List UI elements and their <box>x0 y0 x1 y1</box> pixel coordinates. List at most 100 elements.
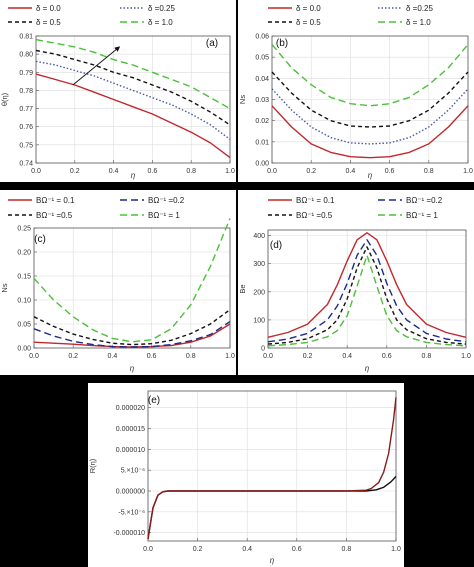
chart-c-xlabel: η <box>130 364 135 373</box>
x-tick-label: 0.6 <box>147 353 157 360</box>
chart-d-series-0-line <box>267 232 467 338</box>
y-tick-label: 0.15 <box>17 274 31 281</box>
y-tick-label: 300 <box>253 261 265 268</box>
legend-label-1: δ =0.25 <box>406 4 433 13</box>
x-tick-label: 0.2 <box>303 353 313 360</box>
x-tick-label: 0.0 <box>263 353 273 360</box>
chart-c-panel-label: (c) <box>34 234 46 245</box>
y-tick-label: 5.×10⁻⁶ <box>121 468 145 475</box>
chart-e-grid <box>147 391 397 541</box>
y-tick-label: 0.04 <box>255 76 269 83</box>
chart-c-series-2-line <box>33 309 231 346</box>
y-tick-label: 0.77 <box>19 106 33 113</box>
y-tick-label: 0.75 <box>19 142 33 149</box>
chart-b-ylabel: Ns <box>238 95 247 104</box>
chart-c-legend: BΩ⁻¹ = 0.1 BΩ⁻¹ =0.2 BΩ⁻¹ =0.5 BΩ⁻¹ = 1 <box>8 196 185 220</box>
chart-b-series-3-line <box>271 44 469 107</box>
legend-label-1: BΩ⁻¹ =0.2 <box>406 196 443 205</box>
legend-label-1: δ =0.25 <box>148 4 175 13</box>
chart-b-svg: 0.0 0.2 0.4 0.6 0.8 1.0 0.00 0.01 0.02 0.03 0.04 0.… <box>238 4 473 180</box>
chart-d-legend: BΩ⁻¹ = 0.1 BΩ⁻¹ =0.2 BΩ⁻¹ =0.5 BΩ⁻¹ = 1 <box>268 196 443 220</box>
y-tick-label: 400 <box>253 233 265 240</box>
chart-c-series-3-line <box>33 218 231 343</box>
y-tick-label: 0.79 <box>19 70 33 77</box>
x-tick-label: 1.0 <box>463 168 473 175</box>
chart-b-panel-label: (b) <box>276 38 288 49</box>
y-tick-label: 0.05 <box>17 322 31 329</box>
y-tick-label: 0.03 <box>255 97 269 104</box>
x-tick-label: 0.0 <box>29 353 39 360</box>
chart-a-frame <box>35 35 231 164</box>
x-tick-label: 0.0 <box>31 168 41 175</box>
chart-e-xlabel: η <box>270 556 275 565</box>
y-tick-label: -5.×10⁻⁶ <box>118 509 145 516</box>
x-tick-label: 0.2 <box>193 546 203 553</box>
chart-a-panel-label: (a) <box>206 38 218 49</box>
y-tick-label: 0.76 <box>19 124 33 131</box>
x-tick-label: 0.2 <box>306 168 316 175</box>
x-tick-label: 0.6 <box>382 353 392 360</box>
x-tick-label: 0.8 <box>342 546 352 553</box>
legend-label-0: δ = 0.0 <box>36 4 61 13</box>
chart-d-panel-label: (d) <box>270 240 282 251</box>
panel-d: 0.0 0.2 0.4 0.6 0.8 1.0 0 100 200 300 400 η Be BΩ⁻¹ =… <box>238 190 474 375</box>
legend-label-3: BΩ⁻¹ = 1 <box>406 211 438 220</box>
chart-e-series-0-line <box>147 475 397 540</box>
chart-a-ylabel: θ(η) <box>0 92 9 106</box>
y-tick-label: 0.000010 <box>116 447 145 454</box>
chart-a-svg: 0.0 0.2 0.4 0.6 0.8 1.0 0.74 0.75 0.76 0.77 0.78 0.… <box>0 4 235 180</box>
y-tick-label: 0.000000 <box>116 489 145 496</box>
y-tick-label: 0.20 <box>17 250 31 257</box>
x-tick-label: 0.2 <box>70 168 80 175</box>
y-tick-label: 0.74 <box>19 161 33 168</box>
chart-e-svg: 0.0 0.2 0.4 0.6 0.8 1.0 -0.000010 -5.×10⁻⁶ 0.000… <box>88 390 401 565</box>
chart-c-svg: 0.0 0.2 0.4 0.6 0.8 1.0 0.00 0.05 0.10 0.15 0.20 0.… <box>0 196 235 373</box>
chart-a-series-3-line <box>35 38 231 110</box>
panel-c: 0.0 0.2 0.4 0.6 0.8 1.0 0.00 0.05 0.10 0.15 0.20 0.… <box>0 190 236 375</box>
chart-e-ylabel: R(η) <box>88 458 97 473</box>
y-tick-label: 0.25 <box>17 226 31 233</box>
chart-e-series-1-line <box>147 397 397 540</box>
panel-b: 0.0 0.2 0.4 0.6 0.8 1.0 0.00 0.01 0.02 0.03 0.04 0.… <box>238 0 474 182</box>
chart-e-panel-label: (e) <box>148 395 160 406</box>
y-tick-label: 0.78 <box>19 88 33 95</box>
y-tick-label: 100 <box>253 317 265 324</box>
legend-label-3: δ = 1.0 <box>406 18 431 27</box>
y-tick-label: 0.00 <box>17 346 31 353</box>
x-tick-label: 0.8 <box>424 168 434 175</box>
x-tick-label: 0.4 <box>342 353 352 360</box>
y-tick-label: 0.02 <box>255 118 269 125</box>
chart-a-xlabel: η <box>131 171 136 180</box>
y-tick-label: 200 <box>253 289 265 296</box>
y-tick-label: 0.01 <box>255 139 269 146</box>
chart-a-grid <box>35 35 231 164</box>
chart-a-series-0-line <box>35 73 231 159</box>
legend-label-2: BΩ⁻¹ =0.5 <box>36 211 73 220</box>
chart-d-series-1-line <box>267 239 467 343</box>
chart-c-grid <box>33 227 231 349</box>
legend-label-3: δ = 1.0 <box>148 18 173 27</box>
legend-label-2: BΩ⁻¹ =0.5 <box>296 211 333 220</box>
x-tick-label: 0.6 <box>385 168 395 175</box>
chart-a-series-2-line <box>35 49 231 126</box>
legend-label-1: BΩ⁻¹ =0.2 <box>148 196 185 205</box>
y-tick-label: 0 <box>261 346 265 353</box>
panel-a: 0.0 0.2 0.4 0.6 0.8 1.0 0.74 0.75 0.76 0.77 0.78 0.… <box>0 0 236 182</box>
chart-c-ylabel: Ns <box>0 283 9 292</box>
x-tick-label: 0.4 <box>242 546 252 553</box>
chart-d-svg: 0.0 0.2 0.4 0.6 0.8 1.0 0 100 200 300 400 η Be BΩ⁻¹ =… <box>238 196 471 373</box>
x-tick-label: 0.4 <box>109 168 119 175</box>
y-tick-label: 0.000020 <box>116 405 145 412</box>
y-tick-label: 0.00 <box>255 161 269 168</box>
y-tick-label: 0.000015 <box>116 426 145 433</box>
y-tick-label: 0.10 <box>17 298 31 305</box>
y-tick-label: -0.000010 <box>113 530 145 537</box>
legend-label-2: δ = 0.5 <box>36 18 61 27</box>
x-tick-label: 0.0 <box>143 546 153 553</box>
chart-b-series-0-line <box>271 105 469 159</box>
y-tick-label: 0.80 <box>19 52 33 59</box>
chart-c-series-1-line <box>33 321 231 348</box>
x-tick-label: 0.2 <box>68 353 78 360</box>
x-tick-label: 0.6 <box>292 546 302 553</box>
x-tick-label: 0.4 <box>108 353 118 360</box>
